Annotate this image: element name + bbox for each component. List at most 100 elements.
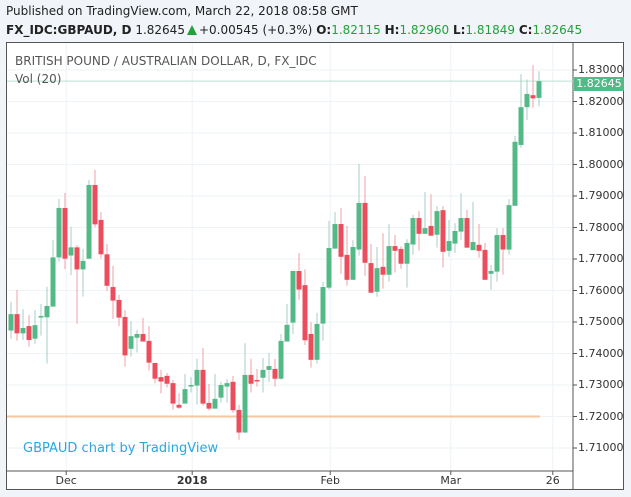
candle-body — [182, 389, 188, 404]
candle-body — [356, 202, 362, 250]
candle-body — [20, 327, 26, 334]
candle-body — [212, 398, 218, 409]
y-tick-label: 1.76000 — [578, 283, 624, 297]
candle-body — [464, 218, 470, 248]
candle-body — [476, 244, 482, 251]
candle-body — [266, 366, 272, 370]
candle-body — [122, 316, 128, 356]
candle-body — [260, 369, 266, 378]
open-value: 1.82115 — [331, 23, 381, 37]
high-label: H: — [384, 23, 400, 37]
candle-body — [506, 205, 512, 250]
y-tick-label: 1.73000 — [578, 378, 624, 391]
candle-body — [296, 270, 302, 290]
symbol: FX_IDC:GBPAUD, D — [6, 23, 132, 37]
candle-body — [224, 383, 230, 387]
candle-body — [272, 368, 278, 379]
candle-body — [380, 266, 386, 275]
candle-body — [98, 219, 104, 255]
candle-body — [104, 254, 110, 286]
candle-body — [314, 323, 320, 360]
candle-body — [434, 211, 440, 235]
candle-body — [170, 383, 176, 404]
close-label: C: — [518, 23, 533, 37]
candle-body — [68, 247, 74, 256]
volume-indicator-label[interactable]: Vol (20) — [15, 72, 62, 86]
candle-body — [86, 184, 92, 259]
candle-body — [482, 249, 488, 280]
candle-body — [200, 369, 206, 404]
candle-body — [158, 377, 164, 382]
candle-body — [128, 336, 134, 349]
candle-body — [332, 224, 338, 249]
candle-body — [452, 230, 458, 244]
candle-body — [176, 404, 182, 408]
y-tick-label: 1.75000 — [578, 315, 624, 328]
candle-body — [518, 107, 524, 145]
high-value: 1.82960 — [399, 23, 450, 37]
candle-body — [32, 325, 38, 339]
x-tick-label: Mar — [440, 474, 462, 487]
tradingview-branding[interactable]: GBPAUD chart by TradingView — [23, 441, 219, 456]
open-label: O: — [316, 23, 332, 37]
candle-body — [92, 184, 98, 225]
candle-body — [14, 314, 20, 334]
y-tick-label: 1.83000 — [578, 63, 624, 76]
candle-body — [152, 362, 158, 379]
candle-body — [326, 247, 332, 288]
candle-body — [110, 287, 116, 301]
last-price: 1.82645 — [135, 23, 185, 37]
candle-body — [500, 235, 506, 250]
y-tick-label: 1.71000 — [578, 441, 624, 454]
candle-body — [290, 270, 296, 323]
candle-body — [254, 379, 260, 382]
candle-body — [416, 218, 422, 234]
candle-body — [116, 299, 122, 318]
candle-body — [404, 242, 410, 264]
candle-body — [488, 270, 494, 274]
candle-body — [320, 287, 326, 324]
candle-body — [458, 218, 464, 232]
candle-body — [470, 241, 476, 251]
x-tick-label: 2018 — [176, 474, 208, 487]
candle-body — [242, 374, 248, 433]
candle-body — [386, 246, 392, 275]
x-tick-label: Feb — [320, 474, 340, 487]
candle-body — [392, 246, 398, 251]
low-label: L: — [452, 23, 466, 37]
candle-body — [494, 235, 500, 272]
candle-body — [140, 333, 146, 342]
candle-body — [164, 375, 170, 384]
candle-body — [512, 141, 518, 206]
candle-body — [374, 268, 380, 292]
last-price-label: 1.82645 — [574, 77, 624, 91]
price-change: +0.00545 (+0.3%) — [198, 23, 313, 37]
candle-body — [134, 333, 140, 338]
candle-body — [338, 224, 344, 257]
candle-body — [278, 340, 284, 379]
candle-body — [422, 228, 428, 234]
low-value: 1.81849 — [465, 23, 516, 37]
candle-body — [302, 285, 308, 341]
candle-body — [206, 402, 212, 409]
candle-body — [440, 210, 446, 252]
candle-body — [236, 409, 242, 433]
candle-body — [74, 247, 80, 270]
candle-body — [410, 218, 416, 245]
candle-body — [38, 316, 44, 318]
candle-body — [308, 333, 314, 360]
candle-body — [362, 202, 368, 263]
candle-body — [428, 225, 434, 236]
y-tick-label: 1.74000 — [578, 346, 624, 360]
candle-body — [446, 241, 452, 251]
candle-body — [26, 326, 32, 340]
chart-title: BRITISH POUND / AUSTRALIAN DOLLAR, D, FX… — [15, 54, 317, 68]
candle-body — [398, 248, 404, 264]
candle-body — [56, 207, 62, 258]
symbol-summary: FX_IDC:GBPAUD, D 1.82645 +0.00545 (+0.3%)… — [6, 23, 582, 38]
published-line: Published on TradingView.com, March 22, … — [6, 4, 358, 18]
candle-body — [62, 207, 68, 259]
candle-body — [50, 257, 56, 307]
candle-body — [146, 340, 152, 363]
